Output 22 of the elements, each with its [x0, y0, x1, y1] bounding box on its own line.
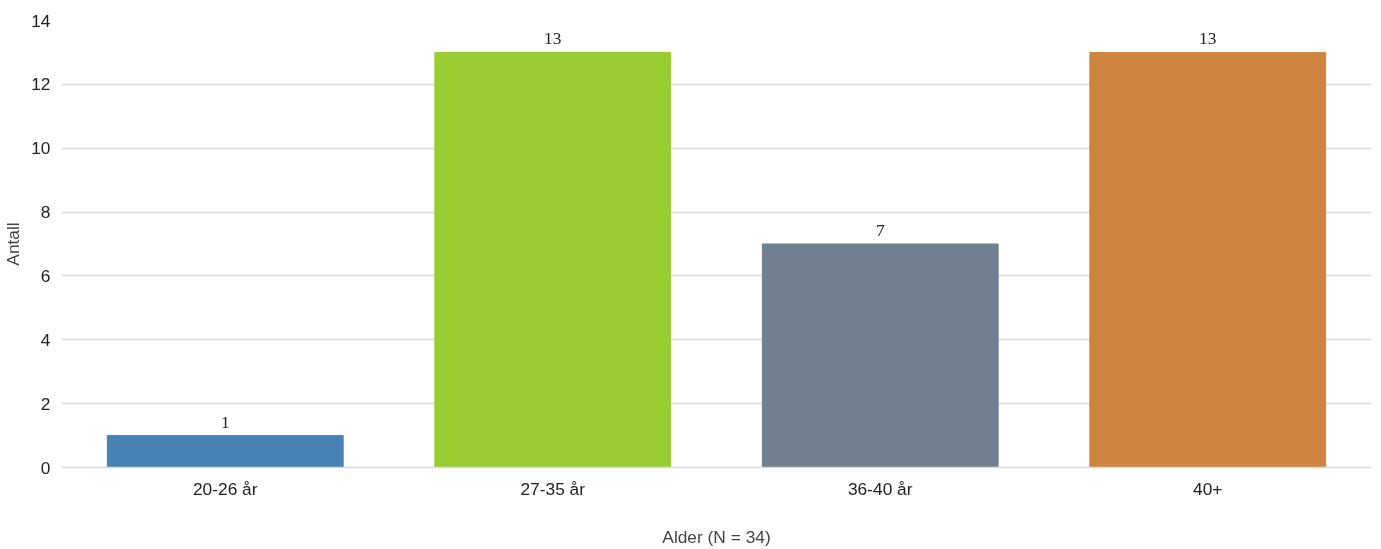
bar [761, 243, 999, 468]
data-label: 1 [220, 412, 230, 432]
y-tick-label: 14 [31, 10, 51, 31]
bar [106, 435, 344, 468]
x-tick-label: 20-26 år [192, 478, 258, 499]
y-tick-label: 12 [31, 74, 51, 95]
data-label: 13 [544, 29, 562, 49]
x-tick-label: 27-35 år [520, 478, 586, 499]
data-label: 13 [1199, 29, 1217, 49]
x-tick-label: 40+ [1193, 478, 1223, 499]
data-label: 7 [875, 221, 885, 240]
bar [1089, 51, 1327, 468]
y-tick-label: 8 [40, 202, 51, 223]
y-tick-label: 0 [40, 457, 51, 478]
y-tick-label: 6 [40, 265, 51, 286]
y-tick-label: 10 [31, 138, 51, 159]
x-tick-label: 36-40 år [847, 478, 913, 499]
y-tick-label: 2 [40, 393, 51, 414]
x-axis-title: Alder (N = 34) [662, 526, 771, 547]
bar [434, 51, 672, 468]
y-tick-label: 4 [40, 329, 51, 350]
y-axis-title: Antall [3, 222, 24, 266]
